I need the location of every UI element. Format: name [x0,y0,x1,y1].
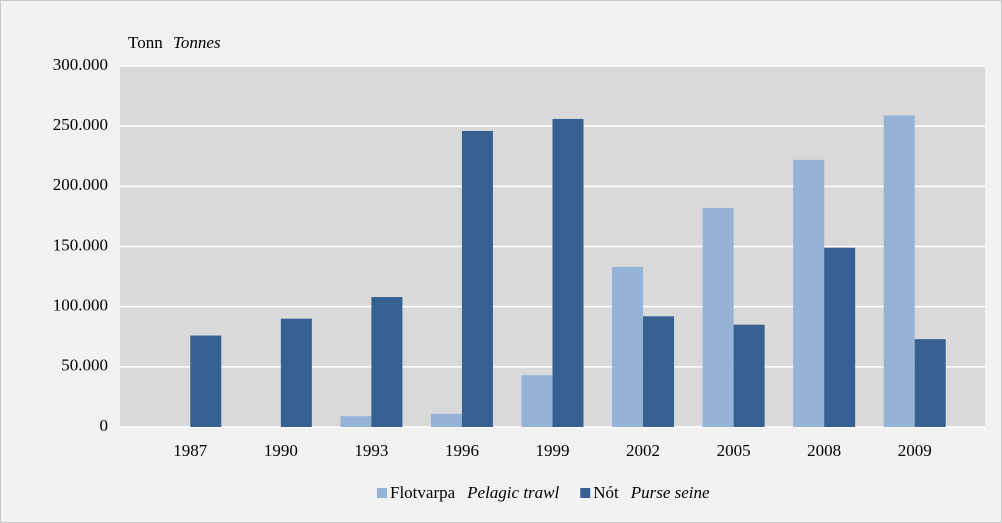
x-tick-label: 1999 [536,441,570,460]
bar [190,335,222,427]
x-tick-label: 2009 [898,441,932,460]
y-axis-label-en: Tonnes [173,33,221,52]
bar [883,115,915,427]
bar [824,247,856,427]
x-tick-label: 2002 [626,441,660,460]
bar [643,316,675,427]
y-tick-label: 250.000 [53,115,108,134]
bar [340,416,372,427]
y-axis-label: Tonn [128,33,163,52]
x-tick-label: 2005 [717,441,751,460]
legend-swatch [580,488,591,498]
x-tick-label: 1996 [445,441,479,460]
bar [521,375,553,427]
legend-label-en: Purse seine [630,483,710,502]
bar [280,318,312,427]
y-tick-label: 300.000 [53,55,108,74]
y-tick-label: 100.000 [53,296,108,315]
y-tick-label: 200.000 [53,175,108,194]
bar [461,130,493,428]
bar [914,339,946,427]
bar [793,159,825,428]
bar [612,266,644,427]
x-tick-label: 1993 [354,441,388,460]
y-tick-label: 150.000 [53,235,108,254]
bar [430,413,462,427]
bar [371,297,403,427]
x-tick-label: 2008 [807,441,841,460]
legend-label: Flotvarpa [390,483,456,502]
bar [702,207,734,427]
bar [733,324,765,427]
x-tick-label: 1987 [173,441,208,460]
y-tick-label: 0 [100,416,109,435]
legend-swatch [377,488,387,498]
bar [552,118,584,428]
legend-label-en: Pelagic trawl [466,483,559,502]
y-tick-label: 50.000 [61,356,108,375]
legend-label: Nót [593,483,619,502]
x-tick-label: 1990 [264,441,298,460]
